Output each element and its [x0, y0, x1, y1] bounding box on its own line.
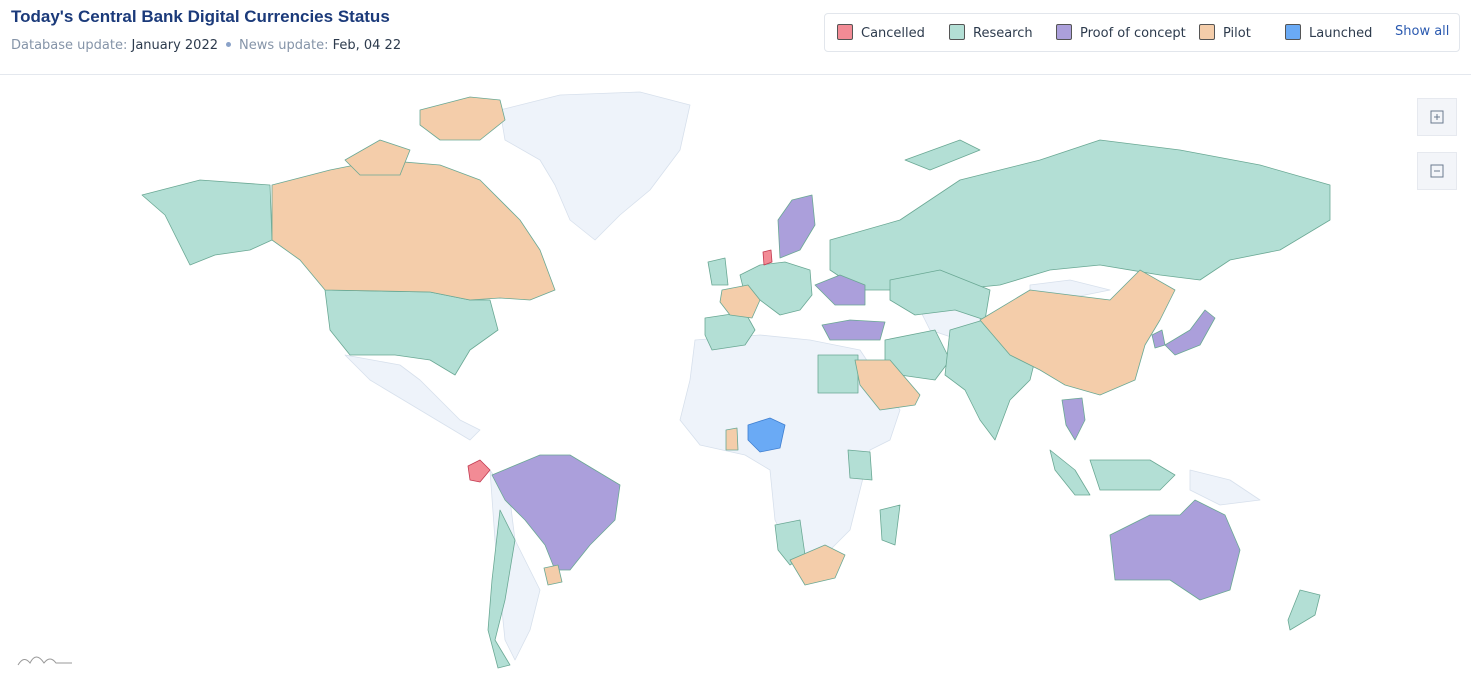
legend-item[interactable]: Proof of concept: [1056, 24, 1186, 41]
country: [1287, 589, 1321, 631]
country: [467, 459, 491, 483]
country: [491, 454, 621, 571]
country: [487, 509, 516, 669]
country: [1151, 329, 1166, 349]
country: [543, 564, 563, 586]
country: [817, 354, 859, 394]
country: [747, 417, 786, 453]
news-update-label: News update:: [239, 38, 329, 53]
country: [789, 544, 846, 586]
country: [499, 91, 691, 241]
legend-swatch: [1199, 24, 1215, 40]
separator-dot: [226, 42, 231, 47]
country: [1164, 309, 1216, 356]
legend-swatch: [1285, 24, 1301, 40]
country: [1061, 397, 1086, 441]
zoom-in-icon: [1430, 110, 1444, 124]
legend-label: Research: [973, 26, 1033, 41]
country: [814, 274, 866, 306]
database-update: January 2022: [131, 38, 219, 53]
country: [854, 359, 921, 411]
title: Today's Central Bank Digital Currencies …: [11, 7, 390, 26]
country: [707, 257, 729, 286]
country: [324, 289, 499, 376]
world-map: [17, 91, 1331, 669]
legend-swatch: [1056, 24, 1072, 40]
country: [889, 269, 991, 321]
country: [1109, 499, 1241, 601]
country: [829, 139, 1331, 291]
country: [879, 504, 901, 546]
country: [762, 249, 773, 266]
country: [777, 194, 816, 259]
country: [725, 427, 739, 451]
header: Today's Central Bank Digital Currencies …: [0, 0, 1471, 75]
country: [1189, 469, 1261, 506]
country: [344, 354, 481, 441]
country: [821, 319, 886, 341]
zoom-out[interactable]: [1417, 152, 1457, 190]
update-info: Database update: January 2022 News update…: [11, 38, 401, 53]
country: [847, 449, 873, 481]
zoom-in[interactable]: [1417, 98, 1457, 136]
country: [419, 96, 506, 141]
news-update: Feb, 04 22: [332, 38, 402, 53]
legend-label: Launched: [1309, 26, 1373, 41]
legend-item[interactable]: Research: [949, 24, 1033, 41]
database-update-label: Database update:: [11, 38, 128, 53]
show-all[interactable]: Show all: [1395, 24, 1450, 39]
country: [344, 139, 411, 176]
country: [904, 139, 981, 171]
logo: [17, 656, 72, 666]
legend-swatch: [949, 24, 965, 40]
zoom-out-icon: [1430, 164, 1444, 178]
country: [271, 159, 556, 301]
legend-item[interactable]: Cancelled: [837, 24, 925, 41]
country: [719, 284, 761, 319]
country: [1089, 459, 1176, 491]
legend: Cancelled Research Proof of concept Pilo…: [824, 13, 1460, 52]
legend-swatch: [837, 24, 853, 40]
legend-label: Cancelled: [861, 26, 925, 41]
legend-item[interactable]: Launched: [1285, 24, 1372, 41]
legend-item[interactable]: Pilot: [1199, 24, 1251, 41]
country: [979, 269, 1176, 396]
country: [1049, 449, 1091, 496]
country: [141, 179, 273, 266]
legend-label: Proof of concept: [1080, 26, 1186, 41]
legend-label: Pilot: [1223, 26, 1251, 41]
